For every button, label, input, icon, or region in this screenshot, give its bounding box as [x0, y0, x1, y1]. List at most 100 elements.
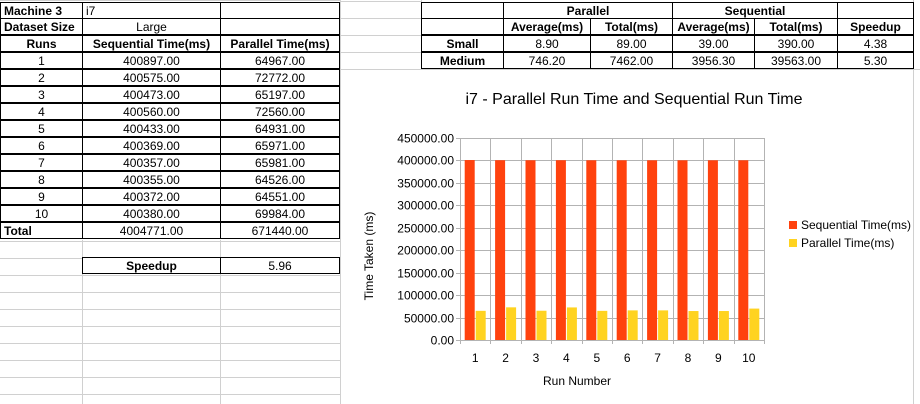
run-sequential-time: 400380.00 [82, 205, 221, 222]
bar-sequential [525, 160, 536, 340]
y-tick-label: 300000.00 [397, 199, 454, 213]
x-tick-label: 8 [685, 351, 692, 365]
legend-label: Parallel Time(ms) [801, 236, 894, 250]
speedup-value: 5.96 [220, 257, 340, 274]
y-tick-label: 200000.00 [397, 244, 454, 258]
y-tick-label: 0.00 [431, 334, 455, 348]
run-number: 9 [0, 188, 83, 205]
bar-parallel [506, 307, 517, 340]
chart-legend: Sequential Time(ms) Parallel Time(ms) [789, 218, 911, 250]
y-tick-label: 250000.00 [397, 222, 454, 236]
medium-sequential-total: 39563.00 [754, 52, 838, 69]
group-sequential: Sequential [672, 2, 838, 19]
header-sequential: Sequential Time(ms) [82, 35, 221, 52]
x-tick-label: 6 [624, 351, 631, 365]
run-sequential-time: 400473.00 [82, 86, 221, 103]
run-parallel-time: 64967.00 [220, 52, 340, 69]
legend-swatch [789, 239, 797, 247]
y-axis-label: Time Taken (ms) [362, 212, 376, 301]
small-sequential-average: 39.00 [672, 35, 755, 52]
small-sequential-total: 390.00 [754, 35, 838, 52]
x-tick-label: 4 [563, 351, 570, 365]
x-tick-label: 10 [742, 351, 756, 365]
run-sequential-time: 400357.00 [82, 154, 221, 171]
medium-parallel-total: 7462.00 [590, 52, 673, 69]
row-label-medium: Medium [421, 52, 504, 69]
x-tick-label: 7 [654, 351, 661, 365]
bar-sequential [738, 160, 749, 340]
subheader-sequential-average: Average(ms) [672, 18, 755, 35]
run-number: 6 [0, 137, 83, 154]
chart-bars [464, 160, 760, 340]
y-tick-label: 150000.00 [397, 267, 454, 281]
subheader-parallel-average: Average(ms) [503, 18, 591, 35]
total-parallel: 671440.00 [220, 222, 340, 239]
run-parallel-time: 65981.00 [220, 154, 340, 171]
chart-axes: 0.00 50000.00 100000.00 150000.00 200000.00 2… [397, 132, 756, 366]
total-sequential: 4004771.00 [82, 222, 221, 239]
machine-value: i7 [82, 2, 221, 19]
empty-cell [421, 18, 504, 35]
medium-parallel-average: 746.20 [503, 52, 591, 69]
subheader-speedup: Speedup [837, 18, 914, 35]
x-tick-label: 5 [593, 351, 600, 365]
bar-parallel [475, 310, 486, 340]
x-tick-label: 3 [533, 351, 540, 365]
run-parallel-time: 72772.00 [220, 69, 340, 86]
run-number: 4 [0, 103, 83, 120]
run-sequential-time: 400433.00 [82, 120, 221, 137]
y-tick-label: 50000.00 [404, 312, 454, 326]
header-runs: Runs [0, 35, 83, 52]
legend-swatch [789, 221, 797, 229]
run-number: 10 [0, 205, 83, 222]
run-sequential-time: 400897.00 [82, 52, 221, 69]
small-speedup: 4.38 [837, 35, 914, 52]
empty-cell [421, 2, 504, 19]
subheader-sequential-total: Total(ms) [754, 18, 838, 35]
empty-cell [220, 18, 340, 35]
run-number: 3 [0, 86, 83, 103]
run-sequential-time: 400575.00 [82, 69, 221, 86]
bar-parallel [718, 311, 729, 340]
small-parallel-total: 89.00 [590, 35, 673, 52]
chart-title: i7 - Parallel Run Time and Sequential Ru… [465, 91, 802, 108]
bar-sequential [586, 160, 597, 340]
run-sequential-time: 400355.00 [82, 171, 221, 188]
medium-sequential-average: 3956.30 [672, 52, 755, 69]
small-parallel-average: 8.90 [503, 35, 591, 52]
run-sequential-time: 400560.00 [82, 103, 221, 120]
y-tick-label: 100000.00 [397, 289, 454, 303]
bar-parallel [566, 307, 577, 340]
run-number: 5 [0, 120, 83, 137]
medium-speedup: 5.30 [837, 52, 914, 69]
y-tick-label: 400000.00 [397, 154, 454, 168]
y-tick-label: 350000.00 [397, 177, 454, 191]
bar-parallel [627, 310, 638, 340]
dataset-label: Dataset Size [0, 18, 83, 35]
run-number: 2 [0, 69, 83, 86]
bar-sequential [464, 160, 475, 340]
run-sequential-time: 400372.00 [82, 188, 221, 205]
bar-parallel [597, 310, 608, 340]
bar-parallel [536, 310, 547, 340]
run-parallel-time: 64526.00 [220, 171, 340, 188]
group-parallel: Parallel [503, 2, 673, 19]
legend-label: Sequential Time(ms) [801, 218, 911, 232]
run-number: 8 [0, 171, 83, 188]
total-label: Total [0, 222, 83, 239]
bar-parallel [749, 308, 760, 340]
subheader-parallel-total: Total(ms) [590, 18, 673, 35]
bar-sequential [616, 160, 627, 340]
x-tick-label: 1 [472, 351, 479, 365]
run-parallel-time: 64931.00 [220, 120, 340, 137]
bar-sequential [707, 160, 718, 340]
run-sequential-time: 400369.00 [82, 137, 221, 154]
run-number: 1 [0, 52, 83, 69]
row-label-small: Small [421, 35, 504, 52]
bar-sequential [495, 160, 506, 340]
bar-parallel [688, 311, 699, 340]
speedup-label: Speedup [82, 257, 221, 274]
bar-chart: i7 - Parallel Run Time and Sequential Ru… [362, 91, 911, 388]
machine-label: Machine 3 [0, 2, 83, 19]
run-parallel-time: 64551.00 [220, 188, 340, 205]
